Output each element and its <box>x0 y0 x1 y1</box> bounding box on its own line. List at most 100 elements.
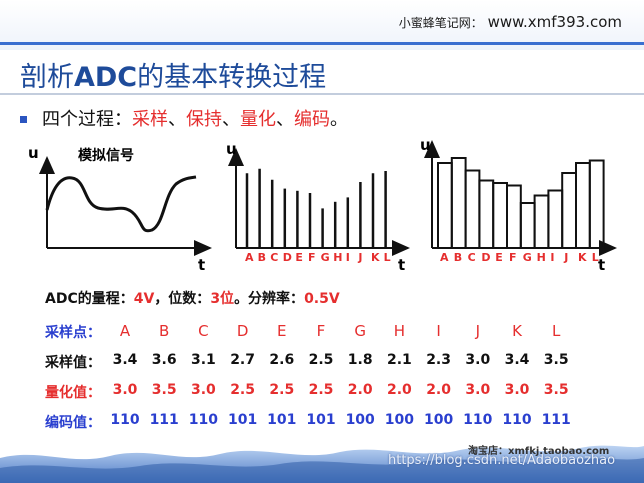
sample-value-D: 2.7 <box>230 352 255 368</box>
process-encoding: 编码 <box>294 109 330 130</box>
quant-label: 量化值： <box>45 385 101 401</box>
hold-bar-H <box>533 194 550 249</box>
quant-value-C: 3.0 <box>190 382 216 398</box>
title-suffix: 的基本转换过程 <box>137 62 327 93</box>
process-lead: 四个过程： <box>42 109 132 130</box>
range-value: 4V <box>133 291 155 307</box>
process-holding: 保持 <box>186 109 222 130</box>
hold-point-label-E: E <box>495 251 503 264</box>
point-cell-C: C <box>198 322 209 340</box>
sample-value-A: 3.4 <box>112 352 138 368</box>
sample-point-label-C: C <box>270 251 278 264</box>
analog-signal-panel: u t 模拟信号 <box>28 144 212 274</box>
bullet-square-icon <box>20 116 27 123</box>
sample-point-label-J: J <box>357 251 362 264</box>
hold-bar-A <box>437 162 453 249</box>
footer-wave-decoration <box>0 445 644 483</box>
point-cell-A: A <box>119 322 131 340</box>
hold-point-label-B: B <box>454 251 462 264</box>
hold-bar-F <box>506 184 522 249</box>
hold-point-label-J: J <box>563 251 568 264</box>
shop-label: 淘宝店：xmfkj.taobao.com <box>468 446 610 457</box>
code-value-E: 101 <box>267 412 297 428</box>
code-value-G: 100 <box>345 412 375 428</box>
point-cell-H: H <box>393 322 406 340</box>
panel2-t-label: t <box>398 256 405 274</box>
point-cell-G: G <box>354 322 366 340</box>
sample-value-C: 3.1 <box>190 352 216 368</box>
analog-signal-label: 模拟信号 <box>78 147 134 164</box>
point-cell-E: E <box>277 322 287 340</box>
code-label: 编码值： <box>45 415 101 431</box>
sample-value-L: 3.5 <box>543 352 569 368</box>
analog-curve <box>45 175 197 233</box>
quant-value-H: 2.0 <box>386 382 412 398</box>
point-cell-I: I <box>436 322 441 340</box>
point-cell-F: F <box>316 322 326 340</box>
site-name: 小蜜蜂笔记网： <box>398 16 483 30</box>
hold-point-label-G: G <box>523 251 532 264</box>
title-adc: ADC <box>74 62 138 93</box>
header-divider <box>0 42 644 45</box>
site-url[interactable]: www.xmf393.com <box>487 13 622 31</box>
range-label: ADC的量程： <box>45 291 134 307</box>
hold-point-label-I: I <box>550 251 554 264</box>
point-cell-L: L <box>552 322 561 340</box>
hold-point-label-F: F <box>509 251 517 264</box>
sample-value-G: 1.8 <box>347 352 373 368</box>
hold-bar-E <box>492 182 509 249</box>
code-value-J: 110 <box>463 412 493 428</box>
code-value-H: 100 <box>384 412 414 428</box>
code-value-K: 110 <box>502 412 532 428</box>
sample-label: 采样值： <box>45 355 101 371</box>
process-quantization: 量化 <box>240 109 276 130</box>
quant-value-E: 2.5 <box>269 382 295 398</box>
adc-spec-line: ADC的量程：4V，位数：3位。分辨率：0.5V <box>45 288 340 308</box>
bits-label: ，位数： <box>154 291 211 307</box>
code-value-I: 100 <box>423 412 454 428</box>
quant-value-K: 3.0 <box>504 382 530 398</box>
bits-value: 3位 <box>210 291 235 307</box>
point-cell-J: J <box>475 322 481 340</box>
hold-bar-G <box>519 202 536 249</box>
points-label: 采样点： <box>45 325 101 341</box>
quant-value-B: 3.5 <box>151 382 177 398</box>
process-sep-1: 、 <box>168 109 186 130</box>
hold-point-label-H: H <box>537 251 546 264</box>
panel1-t-label: t <box>198 256 205 274</box>
hold-point-label-L: L <box>592 251 599 264</box>
code-value-C: 110 <box>188 412 218 428</box>
point-cell-D: D <box>236 322 249 340</box>
sample-point-label-K: K <box>371 251 380 264</box>
process-sep-2: 、 <box>222 109 240 130</box>
hold-bar-C <box>464 169 481 249</box>
quant-value-J: 3.0 <box>465 382 491 398</box>
code-value-F: 101 <box>306 412 336 428</box>
sample-point-label-H: H <box>333 251 342 264</box>
sample-point-label-B: B <box>258 251 266 264</box>
sample-point-label-G: G <box>321 251 330 264</box>
title-prefix: 剖析 <box>20 62 74 93</box>
page-title: 剖析ADC的基本转换过程 <box>20 55 326 94</box>
quant-value-F: 2.5 <box>308 382 334 398</box>
hold-bar-B <box>450 157 467 249</box>
sample-value-J: 3.0 <box>465 352 491 368</box>
process-sep-3: 、 <box>276 109 294 130</box>
site-banner: 小蜜蜂笔记网： www.xmf393.com <box>399 13 622 31</box>
sample-value-H: 2.1 <box>386 352 412 368</box>
hold-point-label-D: D <box>481 251 490 264</box>
process-list: 四个过程：采样、保持、量化、编码。 <box>42 105 348 131</box>
hold-bar-I <box>547 189 564 249</box>
sample-point-label-F: F <box>308 251 316 264</box>
quant-value-L: 3.5 <box>543 382 569 398</box>
sample-value-K: 3.4 <box>504 352 530 368</box>
point-cell-K: K <box>512 322 522 340</box>
quant-value-D: 2.5 <box>230 382 255 398</box>
hold-point-label-C: C <box>468 251 476 264</box>
hold-bar-D <box>478 179 495 249</box>
sample-value-I: 2.3 <box>426 352 451 368</box>
sample-point-label-I: I <box>346 251 350 264</box>
